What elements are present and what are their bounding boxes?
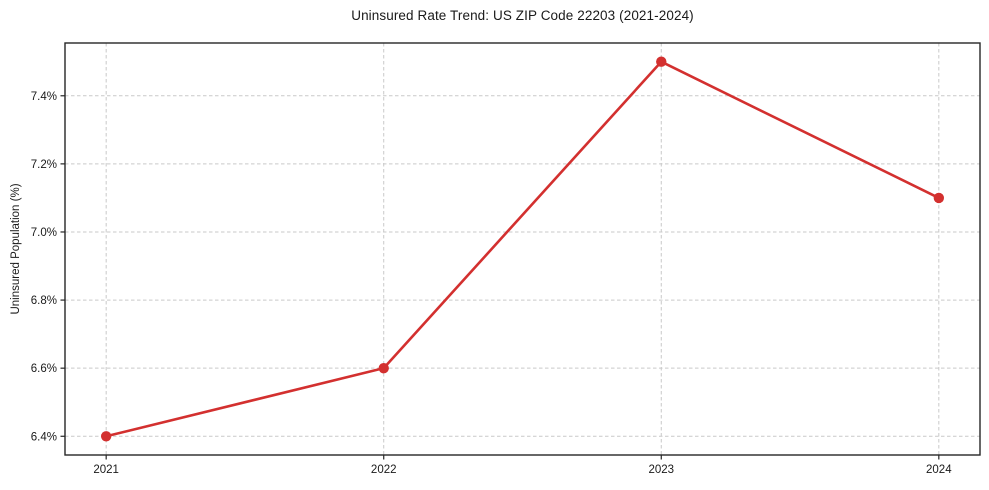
x-tick-label: 2021 xyxy=(93,464,119,476)
x-tick-label: 2023 xyxy=(648,464,674,476)
y-tick-label: 7.2% xyxy=(31,159,57,171)
y-tick-label: 6.4% xyxy=(31,431,57,443)
data-point-2022 xyxy=(378,362,389,374)
x-tick-label: 2024 xyxy=(926,464,952,476)
y-tick-label: 6.8% xyxy=(31,295,57,307)
plot-border xyxy=(64,42,981,456)
trend-line xyxy=(104,60,941,438)
y-tick-label: 7.4% xyxy=(31,91,57,103)
chart-title: Uninsured Rate Trend: US ZIP Code 22203 … xyxy=(351,8,694,23)
data-point-2021 xyxy=(100,431,112,442)
data-point-2023 xyxy=(656,56,667,67)
y-tick-label: 7.0% xyxy=(31,227,57,239)
data-point-2024 xyxy=(933,192,945,204)
y-tick-label: 6.6% xyxy=(31,363,57,375)
x-tick-label: 2022 xyxy=(371,464,397,476)
